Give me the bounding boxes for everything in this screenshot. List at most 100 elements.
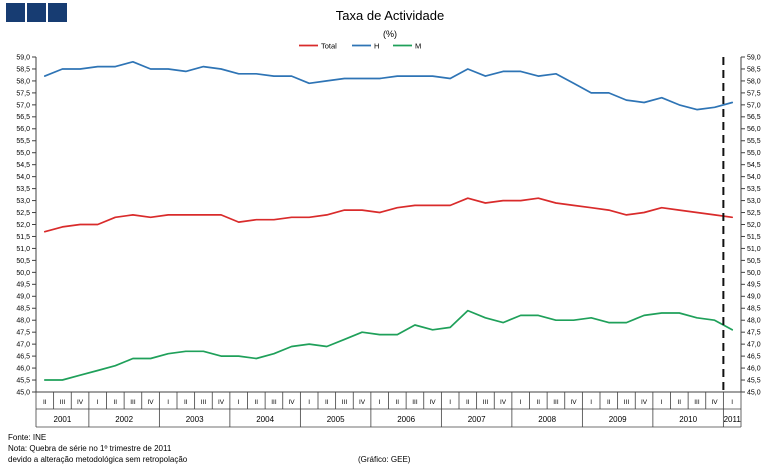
y-tick-label-left: 56,0	[16, 126, 30, 133]
y-tick-label-left: 47,5	[16, 330, 30, 337]
quarter-label: II	[466, 399, 470, 406]
quarter-label: II	[255, 399, 259, 406]
quarter-label: IV	[429, 399, 436, 406]
logo-square	[48, 3, 67, 22]
y-tick-label-right: 57,0	[747, 102, 761, 109]
quarter-label: I	[238, 399, 240, 406]
quarter-label: IV	[218, 399, 225, 406]
quarter-label: I	[731, 399, 733, 406]
y-tick-label-left: 49,0	[16, 294, 30, 301]
y-tick-label-left: 53,0	[16, 198, 30, 205]
y-tick-label-left: 45,0	[16, 389, 30, 396]
logo-square	[6, 3, 25, 22]
quarter-label: I	[661, 399, 663, 406]
y-tick-label-right: 54,0	[747, 174, 761, 181]
y-tick-label-right: 56,0	[747, 126, 761, 133]
y-tick-label-right: 52,0	[747, 222, 761, 229]
legend-label-total: Total	[321, 41, 337, 50]
quarter-label: III	[130, 399, 136, 406]
legend-label-m: M	[415, 41, 421, 50]
year-label: 2005	[327, 415, 345, 424]
quarter-label: II	[678, 399, 682, 406]
quarter-label: IV	[641, 399, 648, 406]
quarter-label: IV	[359, 399, 366, 406]
chart-x-axis: II III IV I II III IV I II III IV I II III IV I II III IV I…	[35, 392, 742, 428]
y-tick-label-left: 51,0	[16, 246, 30, 253]
quarter-label: IV	[77, 399, 84, 406]
y-tick-label-left: 50,0	[16, 270, 30, 277]
y-tick-label-right: 50,0	[747, 270, 761, 277]
y-tick-label-left: 58,5	[16, 66, 30, 73]
quarter-label: I	[167, 399, 169, 406]
y-tick-label-right: 58,0	[747, 78, 761, 85]
series-line-total	[43, 197, 734, 233]
quarter-label: III	[60, 399, 66, 406]
y-tick-label-left: 48,5	[16, 306, 30, 313]
quarter-label: III	[271, 399, 277, 406]
quarter-label: II	[325, 399, 329, 406]
y-tick-label-right: 59,0	[747, 54, 761, 61]
year-label: 2010	[679, 415, 697, 424]
series-line-m	[43, 309, 734, 381]
y-tick-label-left: 54,0	[16, 174, 30, 181]
y-tick-label-right: 51,5	[747, 234, 761, 241]
y-tick-label-right: 47,0	[747, 342, 761, 349]
y-tick-label-right: 55,0	[747, 150, 761, 157]
quarter-label: III	[201, 399, 207, 406]
y-tick-label-right: 57,5	[747, 90, 761, 97]
year-label: 2002	[115, 415, 133, 424]
quarter-label: IV	[500, 399, 507, 406]
y-tick-label-right: 52,5	[747, 210, 761, 217]
y-tick-label-right: 45,5	[747, 377, 761, 384]
quarter-label: III	[624, 399, 630, 406]
y-tick-label-left: 52,5	[16, 210, 30, 217]
y-tick-label-left: 48,0	[16, 318, 30, 325]
chart-series	[43, 60, 734, 381]
y-tick-label-left: 57,0	[16, 102, 30, 109]
year-label: 2003	[186, 415, 204, 424]
quarter-label: III	[483, 399, 489, 406]
quarter-label: III	[342, 399, 348, 406]
y-tick-label-left: 58,0	[16, 78, 30, 85]
y-tick-label-right: 54,5	[747, 162, 761, 169]
quarter-label: IV	[711, 399, 718, 406]
y-tick-label-left: 50,5	[16, 258, 30, 265]
credit-note: (Gráfico: GEE)	[358, 455, 411, 464]
logo-square	[27, 3, 46, 22]
quarter-label: I	[449, 399, 451, 406]
year-label: 2011	[724, 415, 742, 424]
y-tick-label-right: 46,0	[747, 365, 761, 372]
source-note: Fonte: INE	[8, 433, 46, 442]
quarter-label: IV	[288, 399, 295, 406]
y-tick-label-right: 48,5	[747, 306, 761, 313]
y-tick-label-left: 53,5	[16, 186, 30, 193]
quarter-label: II	[537, 399, 541, 406]
y-tick-label-left: 57,5	[16, 90, 30, 97]
quarter-label: I	[97, 399, 99, 406]
y-tick-label-left: 56,5	[16, 114, 30, 121]
year-label: 2007	[468, 415, 486, 424]
quarter-label: IV	[147, 399, 154, 406]
year-label: 2004	[256, 415, 274, 424]
y-tick-label-right: 45,0	[747, 389, 761, 396]
chart-title: Taxa de Actividade	[336, 8, 444, 23]
y-tick-label-right: 58,5	[747, 66, 761, 73]
quarter-label: I	[379, 399, 381, 406]
y-tick-label-left: 59,0	[16, 54, 30, 61]
y-tick-label-right: 47,5	[747, 330, 761, 337]
quarter-label: I	[520, 399, 522, 406]
y-tick-label-left: 55,0	[16, 150, 30, 157]
year-label: 2008	[538, 415, 556, 424]
y-tick-label-left: 46,0	[16, 365, 30, 372]
y-tick-label-right: 56,5	[747, 114, 761, 121]
y-tick-label-right: 53,0	[747, 198, 761, 205]
quarter-label: III	[412, 399, 418, 406]
series-line-h	[43, 60, 734, 111]
y-tick-label-right: 55,5	[747, 138, 761, 145]
y-tick-label-left: 46,5	[16, 354, 30, 361]
y-tick-label-right: 50,5	[747, 258, 761, 265]
y-tick-label-left: 54,5	[16, 162, 30, 169]
y-tick-label-right: 49,5	[747, 282, 761, 289]
